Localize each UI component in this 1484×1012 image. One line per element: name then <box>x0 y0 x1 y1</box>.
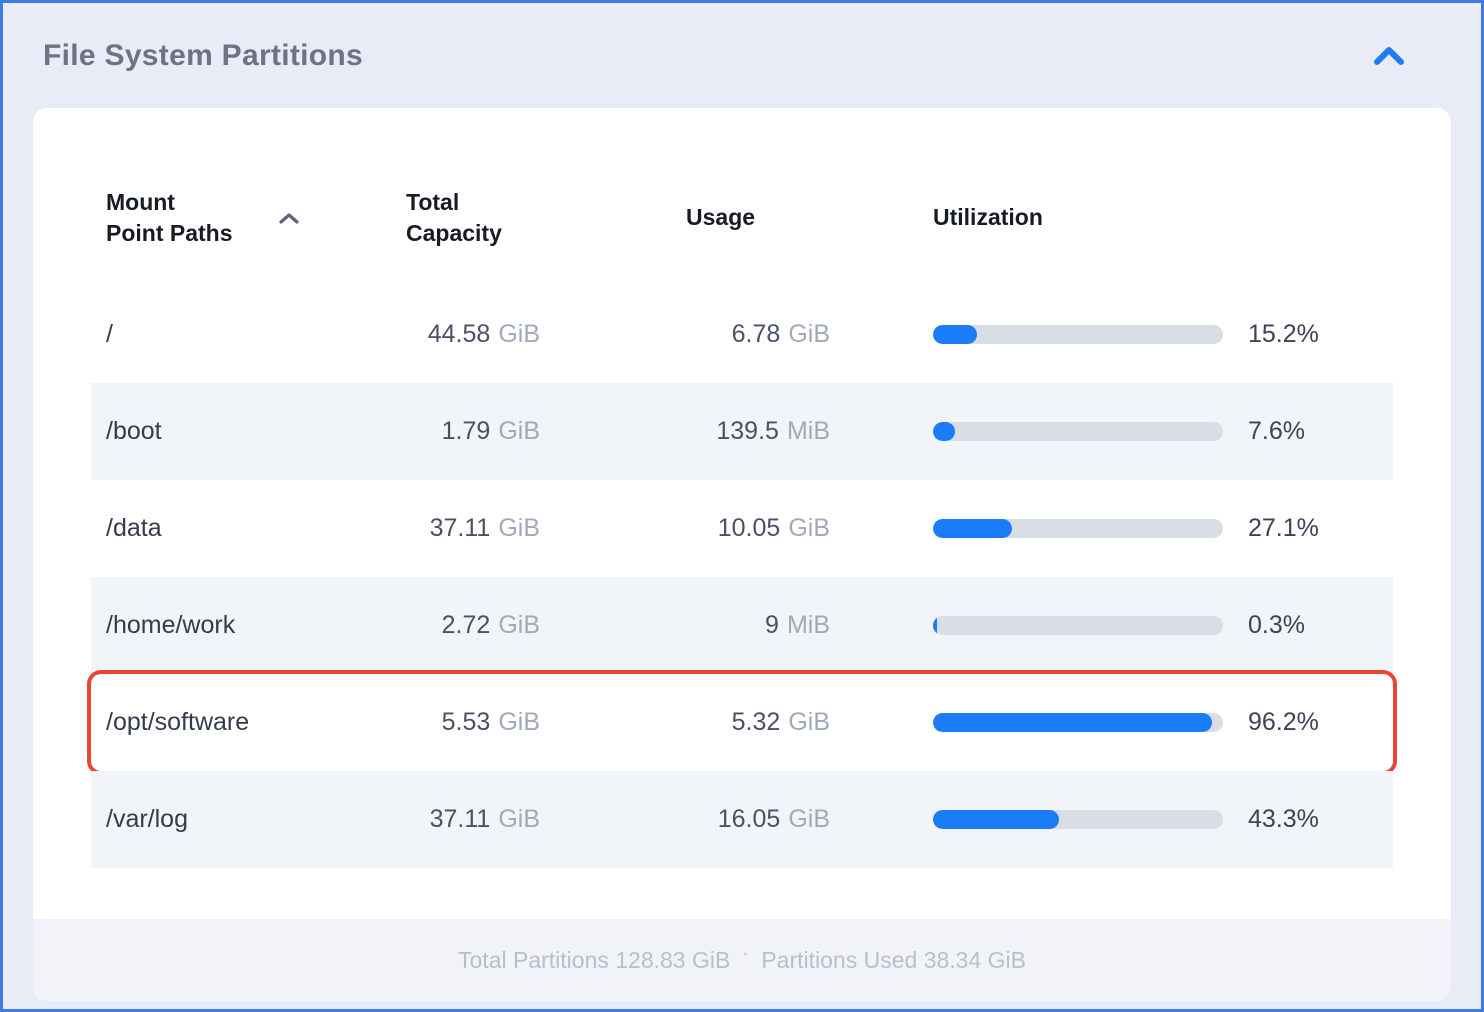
utilization-bar-cell <box>830 325 1223 344</box>
column-header-usage: Usage <box>686 204 756 231</box>
utilization-percentage: 0.3% <box>1248 611 1305 639</box>
mount-point-path: / <box>106 320 113 348</box>
chevron-up-icon <box>1373 46 1405 69</box>
utilization-bar-cell <box>830 422 1223 441</box>
usage-unit: GiB <box>788 514 830 542</box>
table-row-highlighted: /opt/software 5.53 GiB 5.32 GiB 96.2% <box>91 674 1393 771</box>
separator-dot: · <box>743 945 749 963</box>
table-row: /home/work 2.72 GiB 9 MiB 0.3% <box>91 577 1393 674</box>
usage-value: 5.32 GiB <box>731 708 830 736</box>
utilization-bar-fill <box>933 519 1012 538</box>
table-row: /boot 1.79 GiB 139.5 MiB 7.6% <box>91 383 1393 480</box>
utilization-bar-cell <box>830 713 1223 732</box>
utilization-bar-fill <box>933 616 937 635</box>
utilization-bar-fill <box>933 810 1059 829</box>
usage-value: 16.05 GiB <box>717 805 830 833</box>
utilization-percentage: 43.3% <box>1248 805 1319 833</box>
column-header-mount-point-paths[interactable]: Mount Point Paths <box>91 187 341 249</box>
table-row: /data 37.11 GiB 10.05 GiB 27.1% <box>91 480 1393 577</box>
column-header-label: Mount Point Paths <box>106 188 233 246</box>
total-capacity-value: 37.11 GiB <box>429 805 540 833</box>
capacity-unit: GiB <box>498 805 540 833</box>
panel-title: File System Partitions <box>43 38 364 72</box>
table-row: /var/log 37.11 GiB 16.05 GiB 43.3% <box>91 771 1393 868</box>
usage-value: 139.5 MiB <box>716 417 830 445</box>
mount-point-path: /var/log <box>106 805 188 833</box>
total-capacity-value: 44.58 GiB <box>427 320 540 348</box>
utilization-bar-track <box>933 713 1223 732</box>
collapse-panel-button[interactable] <box>1369 42 1409 70</box>
total-capacity-value: 2.72 GiB <box>441 611 540 639</box>
partitions-used-summary: Partitions Used 38.34 GiB <box>761 946 1026 973</box>
capacity-unit: GiB <box>498 320 540 348</box>
utilization-bar-cell <box>830 519 1223 538</box>
utilization-percentage: 27.1% <box>1248 514 1319 542</box>
column-header-total-capacity: Total Capacity <box>406 188 502 246</box>
utilization-percentage: 15.2% <box>1248 320 1319 348</box>
usage-unit: MiB <box>786 611 830 639</box>
table-row: / 44.58 GiB 6.78 GiB 15.2% <box>91 286 1393 383</box>
utilization-percentage: 96.2% <box>1248 708 1319 736</box>
mount-point-path: /opt/software <box>106 708 250 736</box>
table-header-row: Mount Point Paths Total Capacity Usage U… <box>91 173 1393 263</box>
utilization-bar-track <box>933 422 1223 441</box>
usage-unit: GiB <box>788 320 830 348</box>
utilization-bar-cell <box>830 616 1223 635</box>
capacity-unit: GiB <box>498 611 540 639</box>
utilization-bar-cell <box>830 810 1223 829</box>
table-body: / 44.58 GiB 6.78 GiB 15.2% /boot 1.79 GiB 1… <box>91 286 1393 868</box>
panel-header: File System Partitions <box>3 3 1481 108</box>
column-header-utilization: Utilization <box>933 204 1043 231</box>
capacity-unit: GiB <box>498 417 540 445</box>
partitions-table: Mount Point Paths Total Capacity Usage U… <box>91 173 1393 868</box>
capacity-unit: GiB <box>498 708 540 736</box>
usage-unit: MiB <box>786 417 830 445</box>
utilization-bar-fill <box>933 325 978 344</box>
capacity-unit: GiB <box>498 514 540 542</box>
utilization-bar-track <box>933 616 1223 635</box>
utilization-bar-track <box>933 325 1223 344</box>
utilization-bar-fill <box>933 713 1212 732</box>
totals-footer: Total Partitions 128.83 GiB · Partitions… <box>33 919 1451 1001</box>
total-capacity-value: 1.79 GiB <box>441 417 540 445</box>
sort-ascending-icon[interactable] <box>278 212 300 225</box>
partitions-card: Mount Point Paths Total Capacity Usage U… <box>33 108 1451 1001</box>
usage-value: 6.78 GiB <box>731 320 830 348</box>
utilization-bar-track <box>933 810 1223 829</box>
total-capacity-value: 37.11 GiB <box>429 514 540 542</box>
usage-unit: GiB <box>788 708 830 736</box>
usage-unit: GiB <box>788 805 830 833</box>
utilization-bar-fill <box>933 422 956 441</box>
usage-value: 9 MiB <box>765 611 830 639</box>
utilization-bar-track <box>933 519 1223 538</box>
utilization-percentage: 7.6% <box>1248 417 1305 445</box>
total-partitions-summary: Total Partitions 128.83 GiB <box>458 946 731 973</box>
mount-point-path: /boot <box>106 417 162 445</box>
usage-value: 10.05 GiB <box>717 514 830 542</box>
mount-point-path: /home/work <box>106 611 236 639</box>
total-capacity-value: 5.53 GiB <box>441 708 540 736</box>
mount-point-path: /data <box>106 514 162 542</box>
